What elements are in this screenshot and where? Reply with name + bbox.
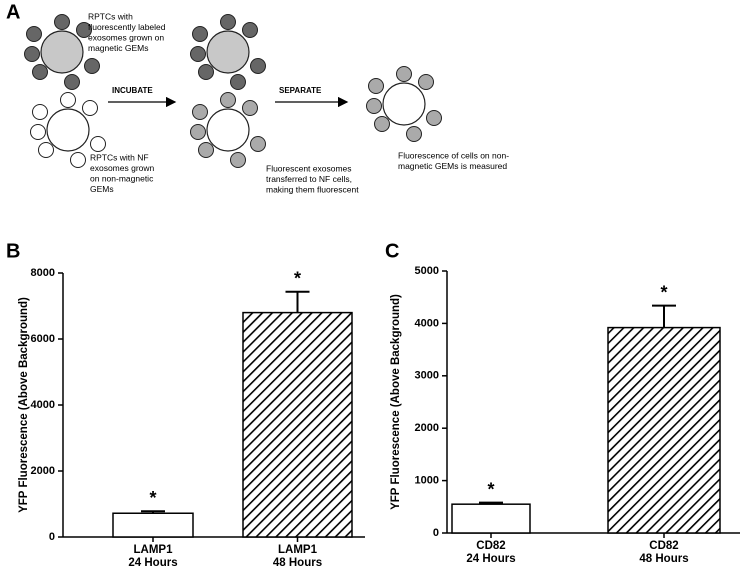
exosome — [220, 14, 236, 30]
exosome — [84, 58, 100, 74]
exosome — [230, 74, 246, 90]
exosome — [396, 66, 412, 82]
x-tick-label: 24 Hours — [466, 553, 515, 565]
exosome — [24, 46, 40, 62]
step-label: SEPARATE — [279, 86, 322, 95]
note-line: exosomes grown — [90, 163, 155, 173]
y-tick-label: 2000 — [415, 422, 439, 434]
note-line: RPTCs with — [88, 11, 133, 21]
x-tick-label: CD82 — [476, 540, 505, 552]
panel-label: B — [6, 240, 20, 262]
gem — [40, 30, 84, 74]
annotation: * — [487, 479, 494, 499]
note-line: on non-magnetic — [90, 173, 154, 183]
gem — [206, 108, 250, 152]
step-label: INCUBATE — [112, 86, 153, 95]
x-tick-label: LAMP1 — [134, 544, 174, 556]
exosome — [242, 22, 258, 38]
exosome — [30, 124, 46, 140]
exosome — [192, 104, 208, 120]
exosome — [32, 64, 48, 80]
exosome — [54, 14, 70, 30]
exosome — [70, 152, 86, 168]
gem — [46, 108, 90, 152]
y-tick-label: 0 — [49, 531, 55, 543]
exosome — [38, 142, 54, 158]
y-tick-label: 0 — [433, 527, 439, 539]
note-line: transferred to NF cells, — [266, 174, 352, 184]
note-line: making them fluorescent — [266, 184, 359, 194]
exosome — [426, 110, 442, 126]
exosome — [366, 98, 382, 114]
exosome — [90, 136, 106, 152]
note-line: magnetic GEMs — [88, 43, 148, 53]
exosome — [250, 58, 266, 74]
bar — [607, 326, 721, 534]
exosome — [190, 124, 206, 140]
exosome — [198, 142, 214, 158]
x-tick-label: 48 Hours — [273, 557, 322, 569]
bar — [112, 512, 194, 538]
note-line: Fluorescent exosomes — [266, 163, 352, 173]
x-tick-label: 48 Hours — [639, 553, 688, 565]
x-tick-label: 24 Hours — [128, 557, 177, 569]
panel-label: A — [6, 1, 20, 23]
exosome — [82, 100, 98, 116]
exosome — [64, 74, 80, 90]
exosome — [230, 152, 246, 168]
exosome — [406, 126, 422, 142]
exosome — [374, 116, 390, 132]
y-tick-label: 5000 — [415, 265, 439, 277]
annotation: * — [294, 269, 301, 289]
exosome — [190, 46, 206, 62]
exosome — [220, 92, 236, 108]
note-line: GEMs — [90, 184, 114, 194]
exosome — [250, 136, 266, 152]
panel-label: C — [385, 240, 399, 262]
exosome — [368, 78, 384, 94]
note-line: Fluorescence of cells on non- — [398, 150, 509, 160]
exosome — [60, 92, 76, 108]
note-line: fluorescently labeled — [88, 22, 166, 32]
y-tick-label: 6000 — [31, 333, 55, 345]
gem — [382, 82, 426, 126]
bar — [242, 311, 353, 538]
y-tick-label: 3000 — [415, 370, 439, 382]
exosome — [198, 64, 214, 80]
exosome — [26, 26, 42, 42]
y-axis-label: YFP Fluorescence (Above Background) — [18, 297, 30, 513]
note-line: magnetic GEMs is measured — [398, 161, 507, 171]
exosome — [418, 74, 434, 90]
x-tick-label: CD82 — [649, 540, 678, 552]
y-tick-label: 4000 — [31, 399, 55, 411]
exosome — [76, 22, 92, 38]
y-tick-label: 8000 — [31, 267, 55, 279]
y-axis-label: YFP Fluorescence (Above Background) — [390, 294, 402, 510]
y-tick-label: 4000 — [415, 317, 439, 329]
exosome — [32, 104, 48, 120]
x-tick-label: LAMP1 — [278, 544, 318, 556]
annotation: * — [149, 488, 156, 508]
exosome — [192, 26, 208, 42]
note-line: RPTCs with NF — [90, 152, 149, 162]
exosome — [242, 100, 258, 116]
annotation: * — [660, 282, 667, 302]
y-tick-label: 2000 — [31, 465, 55, 477]
gem — [206, 30, 250, 74]
y-tick-label: 1000 — [415, 475, 439, 487]
note-line: exosomes grown on — [88, 32, 164, 42]
bar — [451, 503, 531, 534]
